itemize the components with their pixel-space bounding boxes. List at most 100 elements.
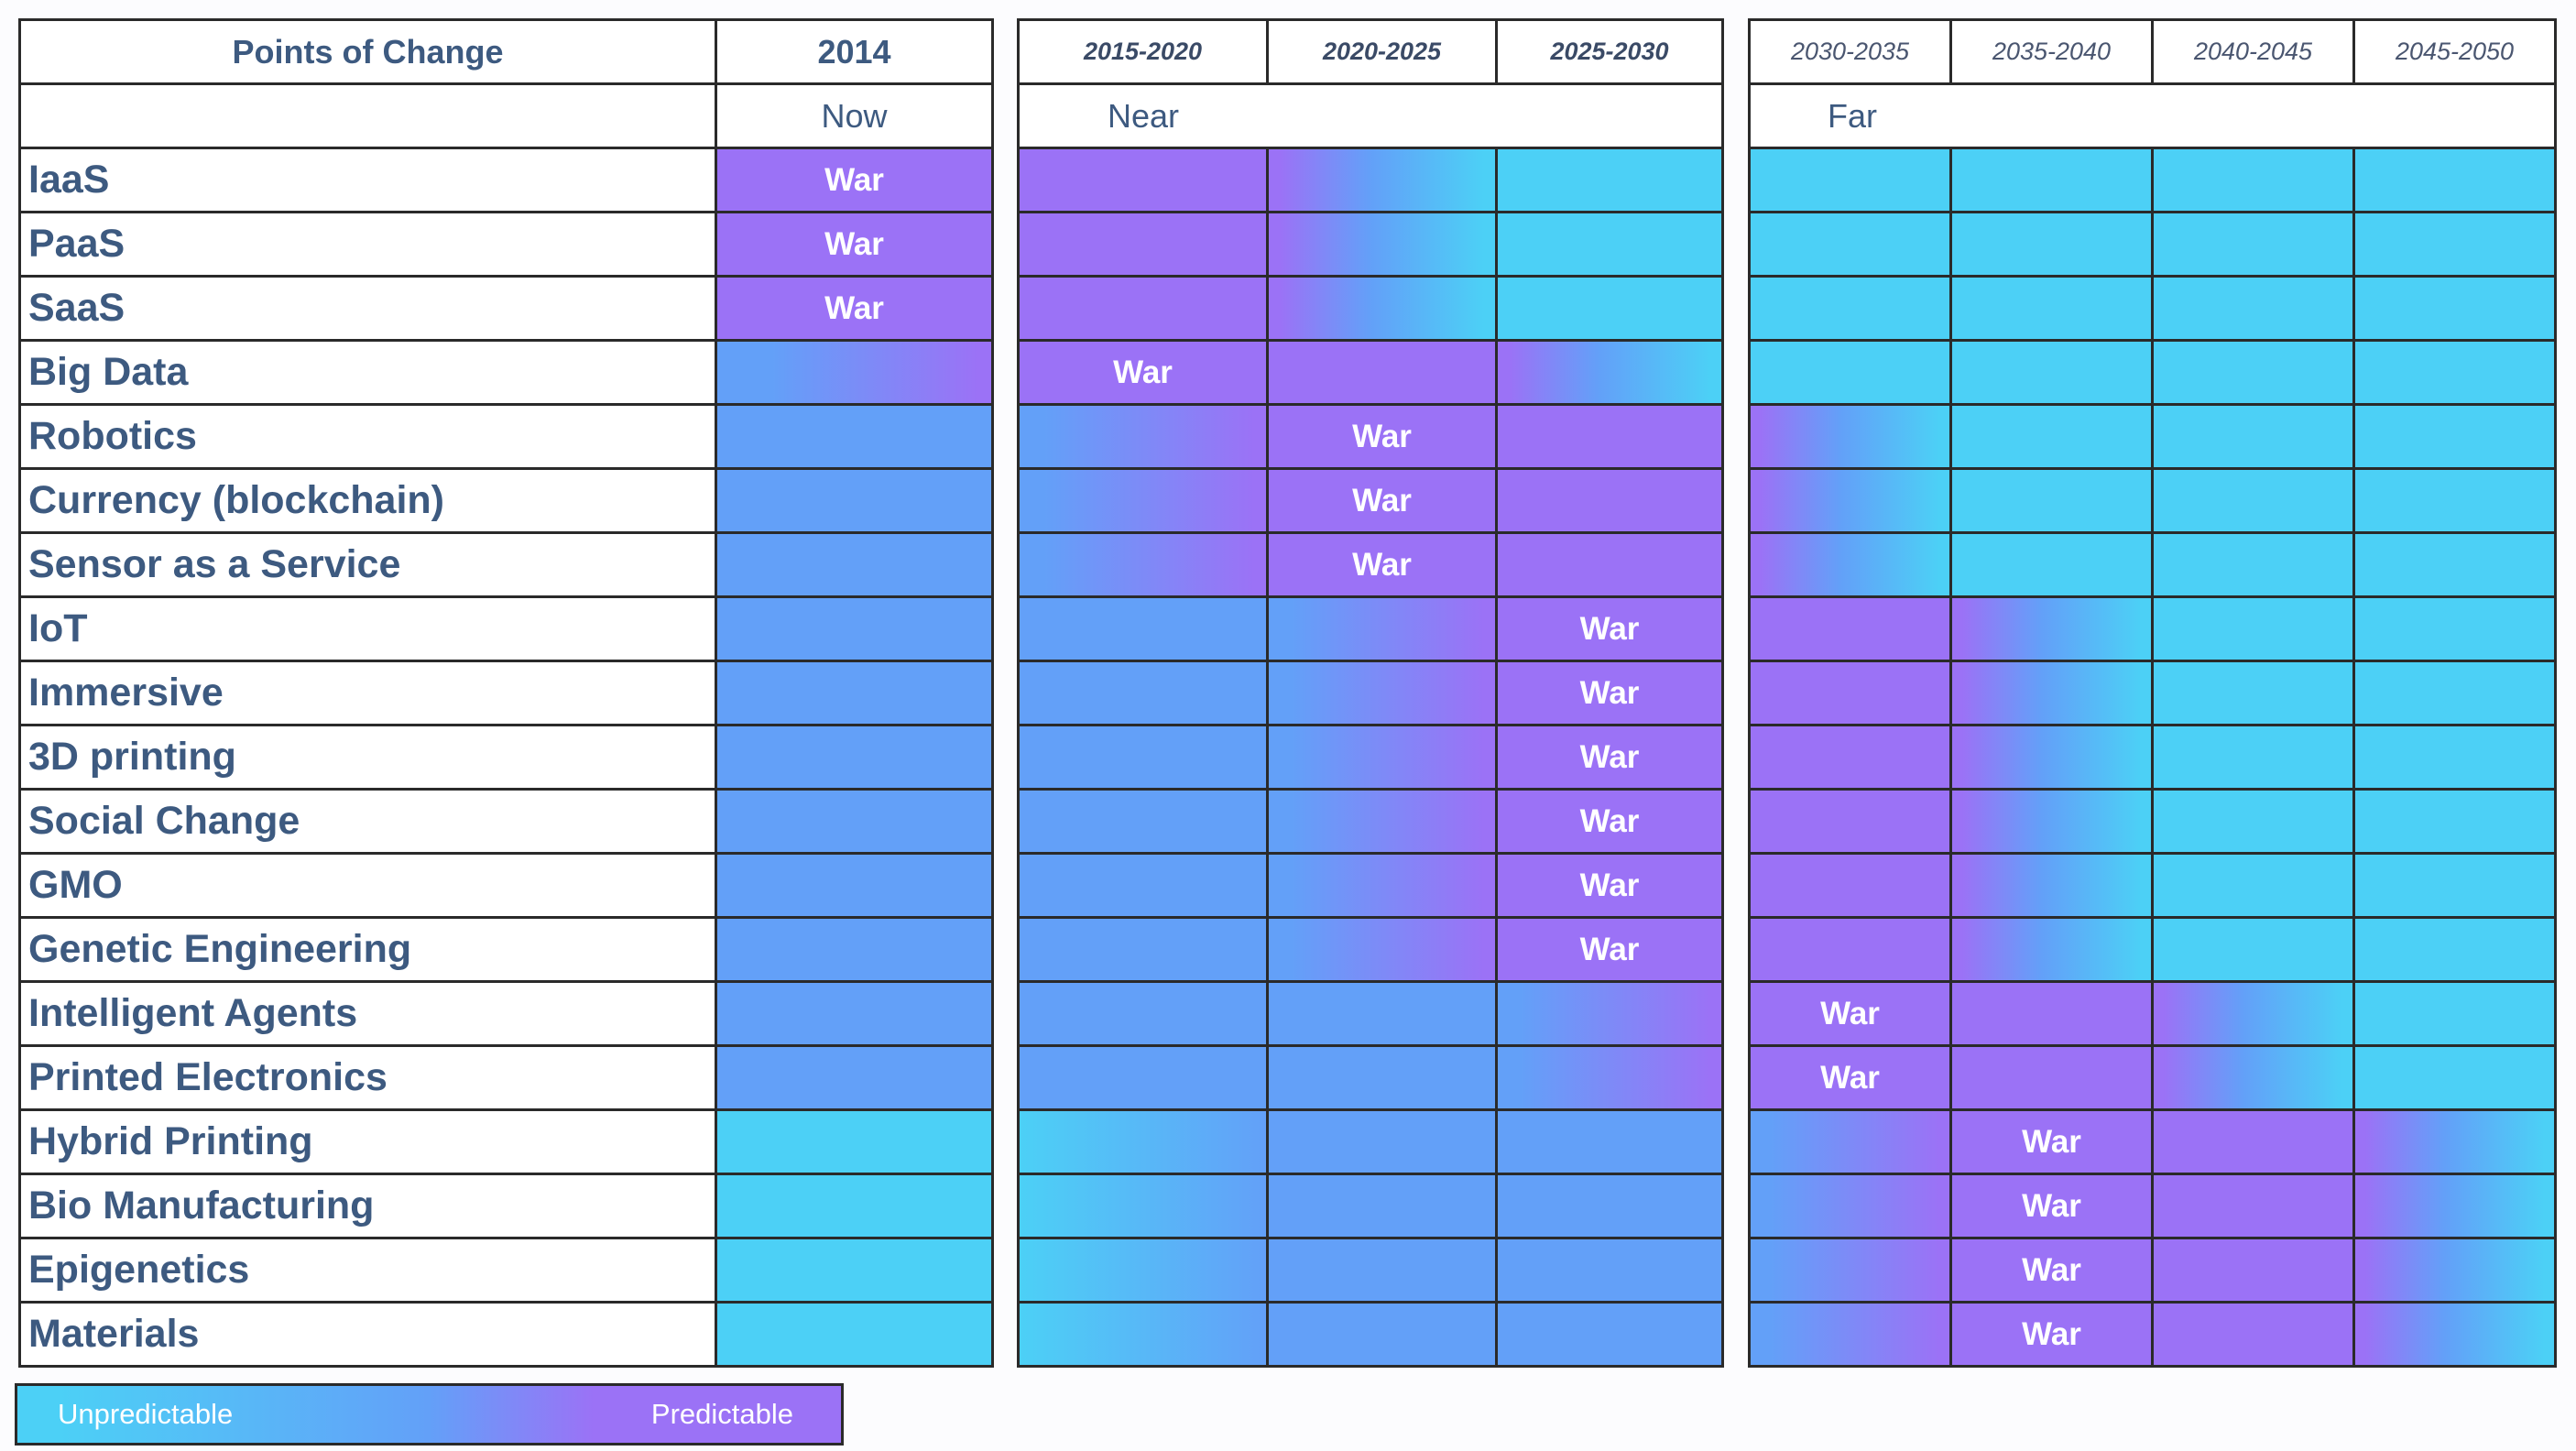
war-label: War	[1352, 482, 1412, 518]
table-row: IoT	[21, 598, 994, 662]
table-row: War	[1751, 1047, 2557, 1111]
heat-cell	[2355, 919, 2557, 983]
row-label: Genetic Engineering	[21, 919, 717, 983]
heat-cell	[1020, 855, 1269, 919]
heat-cell	[1269, 342, 1498, 406]
war-label: War	[824, 289, 884, 326]
heat-cell	[1020, 1175, 1269, 1239]
heat-cell	[2154, 1047, 2355, 1111]
table-row	[1751, 406, 2557, 470]
heat-cell: War	[1498, 791, 1724, 855]
row-label: IoT	[21, 598, 717, 662]
table-row	[1020, 1304, 1724, 1368]
table-row	[1020, 1239, 1724, 1304]
heat-cell	[717, 406, 994, 470]
heat-cell	[1020, 213, 1269, 278]
heat-cell	[1751, 791, 1952, 855]
heat-cell	[1020, 662, 1269, 726]
heat-cell	[1952, 470, 2154, 534]
heat-cell	[2154, 534, 2355, 598]
header-col-2025-2030: 2025-2030	[1498, 21, 1724, 85]
heat-cell	[2154, 662, 2355, 726]
war-label: War	[2022, 1315, 2081, 1352]
war-label: War	[824, 225, 884, 262]
row-label: Robotics	[21, 406, 717, 470]
table-row: War	[1020, 662, 1724, 726]
heat-cell	[1751, 470, 1952, 534]
heat-cell	[1498, 1239, 1724, 1304]
heat-cell	[717, 662, 994, 726]
table-row: War	[1751, 1175, 2557, 1239]
heat-cell	[717, 791, 994, 855]
table-row: War	[1020, 406, 1724, 470]
heat-cell	[1269, 983, 1498, 1047]
header-far: Far	[1751, 85, 2557, 149]
table-row	[1751, 791, 2557, 855]
war-label: War	[2022, 1123, 2081, 1160]
war-label: War	[2022, 1251, 2081, 1288]
table-row: IaaS War	[21, 149, 994, 213]
heat-cell	[717, 1175, 994, 1239]
table-row: Epigenetics	[21, 1239, 994, 1304]
table-row	[1751, 213, 2557, 278]
heat-cell	[1952, 213, 2154, 278]
header-near: Near	[1020, 85, 1724, 149]
table-row: Big Data	[21, 342, 994, 406]
war-label: War	[1579, 931, 1640, 967]
heat-cell	[1269, 1047, 1498, 1111]
row-label: GMO	[21, 855, 717, 919]
table-row: War	[1020, 534, 1724, 598]
table-row: War	[1020, 470, 1724, 534]
heat-cell	[1269, 1111, 1498, 1175]
table-row: Materials	[21, 1304, 994, 1368]
table-row: War	[1751, 1304, 2557, 1368]
heat-cell	[1020, 919, 1269, 983]
table-row: Hybrid Printing	[21, 1111, 994, 1175]
heat-cell	[1020, 406, 1269, 470]
heat-cell	[1498, 406, 1724, 470]
row-label: PaaS	[21, 213, 717, 278]
row-label: Social Change	[21, 791, 717, 855]
table-row: 3D printing	[21, 726, 994, 791]
heat-cell	[2355, 406, 2557, 470]
table-group-now: Points of Change 2014 Now IaaS War PaaS War Saa…	[18, 18, 994, 1368]
header-col-2040-2045: 2040-2045	[2154, 21, 2355, 85]
table-row	[1751, 598, 2557, 662]
heat-cell	[2355, 1047, 2557, 1111]
heat-cell	[1952, 534, 2154, 598]
heat-cell: War	[1498, 919, 1724, 983]
heat-cell	[1020, 598, 1269, 662]
row-label: Epigenetics	[21, 1239, 717, 1304]
table-row: War	[1020, 342, 1724, 406]
heat-cell	[2154, 1239, 2355, 1304]
table-row	[1020, 1175, 1724, 1239]
table-row: Sensor as a Service	[21, 534, 994, 598]
heat-cell	[2355, 1175, 2557, 1239]
table-row: War	[1751, 983, 2557, 1047]
heat-cell	[1020, 1111, 1269, 1175]
heat-cell	[2355, 983, 2557, 1047]
heat-cell	[1020, 278, 1269, 342]
heat-cell	[1020, 1304, 1269, 1368]
table-group-near: 2015-2020 2020-2025 2025-2030 Near War War War…	[1017, 18, 1724, 1368]
heat-cell	[1751, 342, 1952, 406]
table-row	[1751, 342, 2557, 406]
heat-cell: War	[1020, 342, 1269, 406]
heat-cell	[1269, 855, 1498, 919]
heat-cell	[1498, 1111, 1724, 1175]
heat-cell: War	[1751, 1047, 1952, 1111]
table-row	[1751, 470, 2557, 534]
table-row: Currency (blockchain)	[21, 470, 994, 534]
heat-cell	[2154, 726, 2355, 791]
heat-cell: War	[1952, 1175, 2154, 1239]
heat-cell	[2154, 919, 2355, 983]
war-label: War	[1579, 610, 1640, 647]
heat-cell	[717, 726, 994, 791]
row-label: Sensor as a Service	[21, 534, 717, 598]
heat-cell	[2154, 983, 2355, 1047]
heat-cell	[1952, 406, 2154, 470]
heat-cell	[1269, 149, 1498, 213]
row-label: Bio Manufacturing	[21, 1175, 717, 1239]
heat-cell: War	[1498, 662, 1724, 726]
table-row: War	[1751, 1111, 2557, 1175]
